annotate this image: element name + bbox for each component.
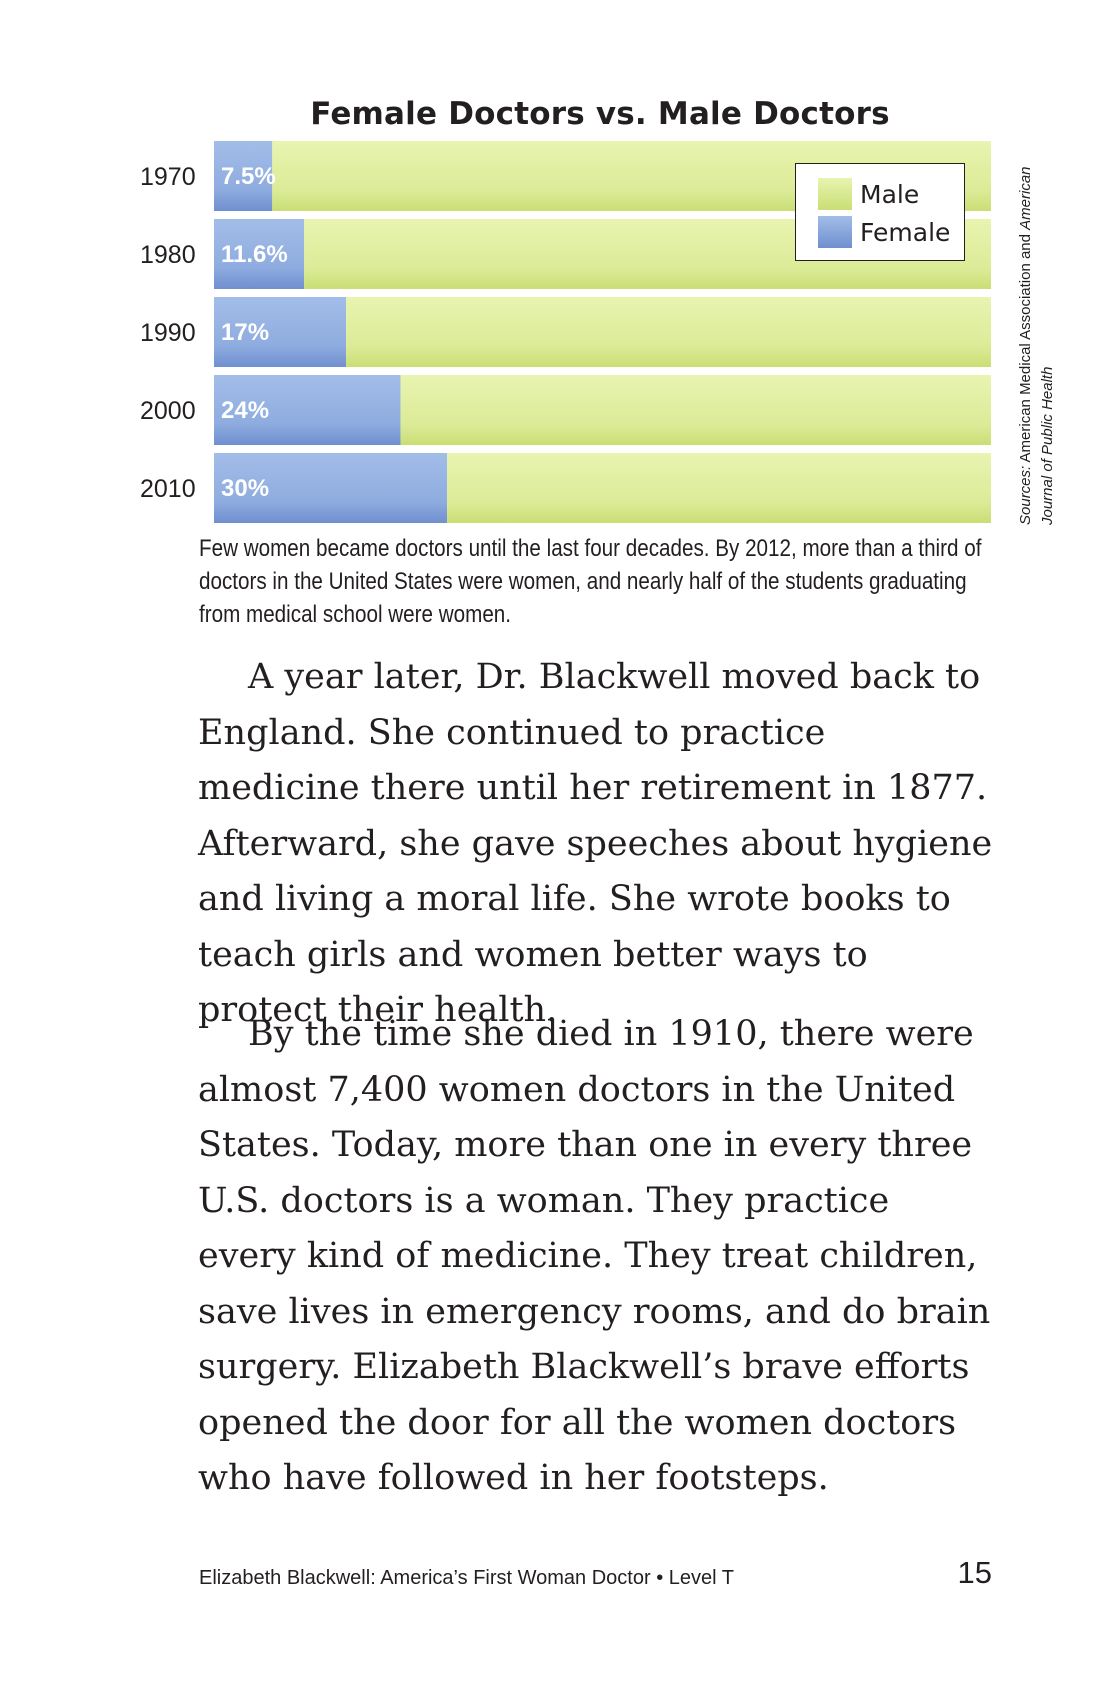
y-tick-label-2000: 2000	[140, 397, 196, 425]
paragraph-text: A year later, Dr. Blackwell moved back t…	[198, 657, 993, 1030]
legend-swatch-female	[818, 216, 852, 248]
chart-caption: Few women became doctors until the last …	[199, 535, 982, 628]
chart-source-note: Sources: American Medical Association an…	[1015, 125, 1059, 525]
bar-female-2010	[214, 453, 448, 523]
bar-male-1990	[346, 297, 992, 367]
data-label-female-2000: 24%	[221, 397, 269, 424]
paragraph-text: By the time she died in 1910, there were…	[198, 1014, 991, 1498]
bar-female-1980	[214, 219, 305, 289]
source-text: American Medical Association and	[1017, 229, 1034, 466]
bar-male-2010	[447, 453, 992, 523]
legend-label-female: Female	[860, 217, 951, 247]
source-label: Sources:	[1017, 465, 1034, 525]
data-label-female-1970: 7.5%	[221, 163, 276, 190]
page-number: 15	[957, 1555, 992, 1590]
legend-swatch-male	[818, 178, 852, 210]
bar-female-1970	[214, 141, 273, 211]
footer-book-title: Elizabeth Blackwell: America’s First Wom…	[199, 1567, 734, 1589]
chart-title: Female Doctors vs. Male Doctors	[310, 96, 890, 132]
body-paragraph-1: A year later, Dr. Blackwell moved back t…	[198, 650, 998, 1039]
y-tick-label-2010: 2010	[140, 475, 196, 503]
bar-female-1990	[214, 297, 347, 367]
body-paragraph-2: By the time she died in 1910, there were…	[198, 1007, 998, 1507]
bar-female-2000	[214, 375, 401, 445]
y-tick-label-1990: 1990	[140, 319, 196, 347]
legend-label-male: Male	[860, 179, 920, 209]
legend-item-female: Female	[818, 216, 950, 248]
y-tick-label-1970: 1970	[140, 163, 196, 191]
data-label-female-2010: 30%	[221, 475, 269, 502]
bar-male-2000	[400, 375, 992, 445]
data-label-female-1990: 17%	[221, 319, 269, 346]
data-label-female-1980: 11.6%	[221, 241, 288, 268]
chart-legend: Male Female	[795, 163, 965, 261]
y-tick-label-1980: 1980	[140, 241, 196, 269]
legend-item-male: Male	[818, 178, 919, 210]
